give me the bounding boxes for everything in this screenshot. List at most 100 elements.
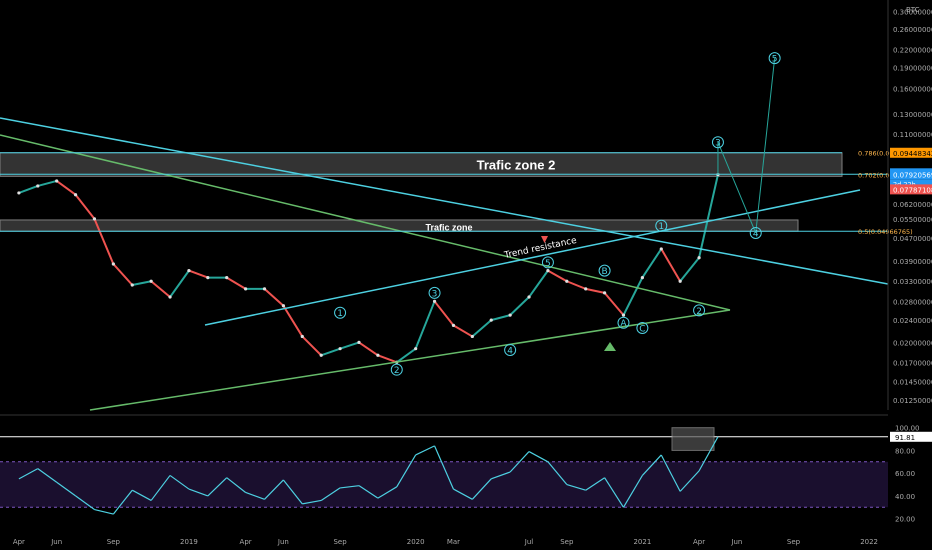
price-tick-label: 0.03300000 xyxy=(893,278,932,286)
price-segment xyxy=(377,354,398,364)
price-tick-label: 0.01250000 xyxy=(893,397,932,405)
price-segment xyxy=(509,296,530,316)
price-segment xyxy=(528,270,549,298)
rsi-segment xyxy=(169,474,190,490)
wave-label: 4 xyxy=(507,346,513,356)
rsi-segment xyxy=(547,461,568,485)
rsi-segment xyxy=(37,468,58,483)
price-tick-label: 0.02400000 xyxy=(893,317,932,325)
fib-label: 0.786(0.09448342) xyxy=(858,150,921,158)
wave-label: 2 xyxy=(394,366,400,376)
price-segment xyxy=(679,257,700,282)
rsi-tick-label: 80.00 xyxy=(895,447,915,455)
rsi-segment xyxy=(358,485,379,499)
price-segment xyxy=(414,300,436,350)
green-descending-line xyxy=(0,134,731,311)
price-segment xyxy=(18,185,39,194)
wave-label: A xyxy=(620,319,627,329)
rsi-segment xyxy=(396,454,417,488)
rsi-segment xyxy=(302,499,322,505)
time-tick-label: 2022 xyxy=(860,538,878,546)
price-segment xyxy=(320,347,341,357)
price-segment xyxy=(169,270,190,298)
price-tick-label: 0.19000000 xyxy=(893,64,932,72)
wave-label: 2 xyxy=(696,307,702,317)
price-segment xyxy=(660,248,682,282)
rsi-segment xyxy=(528,451,549,463)
price-segment xyxy=(396,347,417,364)
price-point xyxy=(659,247,663,251)
price-point xyxy=(111,262,115,266)
wave-label: 5 xyxy=(545,259,551,269)
price-segment xyxy=(150,280,171,298)
rsi-segment xyxy=(660,454,681,492)
price-point xyxy=(697,256,701,260)
rsi-segment xyxy=(509,451,530,473)
ascending-channel-line xyxy=(204,189,861,326)
rsi-segment xyxy=(112,489,133,515)
rsi-segment xyxy=(264,479,284,500)
wave-label: 5 xyxy=(772,55,778,65)
fib-badge-value: 0.09448342 xyxy=(893,150,932,158)
price-point xyxy=(470,334,474,339)
price-point xyxy=(527,295,531,299)
time-tick-label: Sep xyxy=(787,538,801,546)
wave-label: 4 xyxy=(753,229,759,239)
rsi-segment xyxy=(245,491,265,500)
price-point xyxy=(489,318,493,322)
traffic-zone-box xyxy=(0,219,799,232)
price-tick-label: 0.02000000 xyxy=(893,339,932,347)
price-tick-label: 0.11000000 xyxy=(893,131,932,139)
time-tick-label: Jul xyxy=(524,538,534,546)
price-point xyxy=(432,299,437,303)
price-point xyxy=(319,353,323,357)
price-point xyxy=(55,179,59,183)
fib-label: 0.5(0.04966765) xyxy=(858,228,913,236)
rsi-segment xyxy=(491,471,511,480)
wave-label-circle xyxy=(711,136,724,149)
traffic-zone-label: Trafic zone xyxy=(425,223,472,233)
wave-label-circle xyxy=(390,363,403,376)
wave-label-circle xyxy=(655,219,668,232)
price-tick-label: 0.03900000 xyxy=(893,258,932,266)
rsi-segment xyxy=(320,487,341,501)
traffic-zone-label: Trafic zone 2 xyxy=(477,158,556,173)
rsi-segment xyxy=(698,436,719,472)
price-segment xyxy=(566,280,587,290)
wave-label-circle xyxy=(617,316,630,329)
price-tick-label: 0.02800000 xyxy=(893,298,932,306)
price-tick-label: 0.06200000 xyxy=(893,201,932,209)
price-segment xyxy=(358,341,379,357)
rsi-segment xyxy=(75,495,95,511)
time-tick-label: 2020 xyxy=(407,538,425,546)
wave-label: 3 xyxy=(432,289,438,299)
price-tick-label: 0.05500000 xyxy=(893,216,932,224)
price-segment xyxy=(339,341,360,350)
price-segment xyxy=(471,319,492,338)
price-point xyxy=(565,279,569,283)
wave-label-circle xyxy=(334,306,347,319)
rsi-segment xyxy=(377,486,398,499)
rsi-value: 91.81 xyxy=(895,434,915,442)
rsi-segment xyxy=(622,475,643,508)
price-tick-label: 0.16000000 xyxy=(893,85,932,93)
price-point xyxy=(262,287,267,291)
wave-label-circle xyxy=(504,343,517,356)
rsi-segment xyxy=(94,508,114,515)
price-segment xyxy=(641,248,663,279)
price-segment xyxy=(282,305,304,337)
time-tick-label: 2021 xyxy=(633,538,651,546)
price-point xyxy=(187,269,191,273)
time-tick-label: Apr xyxy=(693,538,705,546)
rsi-tick-label: 20.00 xyxy=(895,516,915,524)
wave-label: 1 xyxy=(658,222,664,232)
green-support-line xyxy=(89,309,731,411)
price-tick-label: 0.30000000 xyxy=(893,9,932,17)
price-point xyxy=(225,275,229,280)
descending-resistance-line xyxy=(0,117,889,285)
price-point xyxy=(130,283,134,287)
price-segment xyxy=(263,288,285,307)
rsi-segment xyxy=(641,454,662,476)
price-badge-countdown: 2d 22h xyxy=(893,180,916,188)
price-tick-label: 0.01450000 xyxy=(893,379,932,387)
